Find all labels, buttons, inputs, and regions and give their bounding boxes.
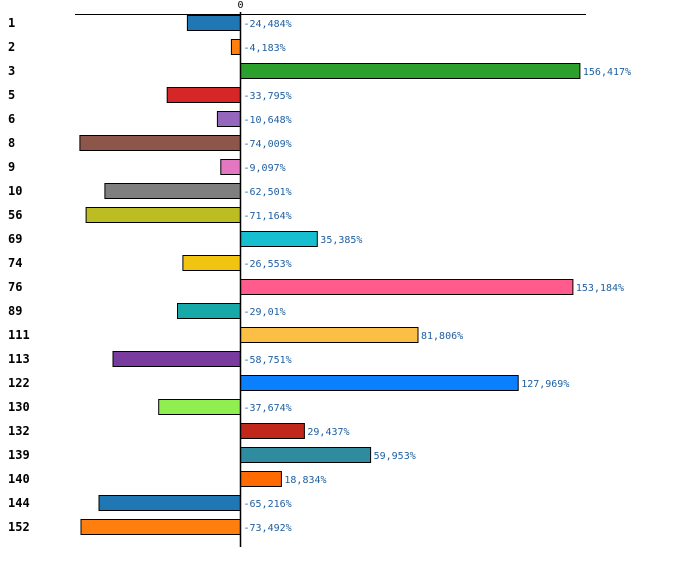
category-label-74: 74 [8,256,22,270]
category-label-152: 152 [8,520,30,534]
bar-69 [240,231,318,247]
category-label-9: 9 [8,160,15,174]
value-label-5: -33,795% [244,91,292,102]
value-label-122: 127,969% [521,379,569,390]
category-label-111: 111 [8,328,30,342]
bar-130 [158,399,241,415]
bar-56 [85,207,241,223]
category-label-6: 6 [8,112,15,126]
bar-89 [177,303,241,319]
bar-139 [240,447,372,463]
category-label-56: 56 [8,208,22,222]
category-label-10: 10 [8,184,22,198]
value-label-9: -9,097% [244,163,286,174]
labels-group: 1 -24,484% 2 -4,183% 3 156,417% 5 -33,795% 6 -10,… [8,16,631,534]
category-label-113: 113 [8,352,30,366]
bar-74 [182,255,241,271]
category-label-140: 140 [8,472,30,486]
value-label-2: -4,183% [244,43,286,54]
bar-140 [240,471,282,487]
category-label-132: 132 [8,424,30,438]
value-label-139: 59,953% [374,451,416,462]
category-label-5: 5 [8,88,15,102]
bar-2 [230,39,241,55]
category-label-8: 8 [8,136,15,150]
value-label-10: -62,501% [244,187,292,198]
value-label-152: -73,492% [244,523,292,534]
value-label-74: -26,553% [244,259,292,270]
bar-132 [240,423,305,439]
category-label-2: 2 [8,40,15,54]
bar-113 [112,351,241,367]
bars-group [79,15,581,535]
value-label-3: 156,417% [583,67,631,78]
category-label-130: 130 [8,400,30,414]
category-label-3: 3 [8,64,15,78]
bar-9 [220,159,242,175]
value-label-6: -10,648% [244,115,292,126]
bar-5 [166,87,241,103]
bar-6 [216,111,241,127]
category-label-1: 1 [8,16,15,30]
value-label-76: 153,184% [576,283,624,294]
zero-tick-label: 0 [237,0,243,11]
bar-1 [186,15,241,31]
value-label-132: 29,437% [307,427,349,438]
bar-144 [98,495,241,511]
value-label-8: -74,009% [244,139,292,150]
bar-111 [240,327,419,343]
value-label-140: 18,834% [284,475,326,486]
value-label-111: 81,806% [421,331,463,342]
value-label-113: -58,751% [244,355,292,366]
category-label-89: 89 [8,304,22,318]
value-label-69: 35,385% [320,235,362,246]
value-label-89: -29,01% [244,307,286,318]
bar-76 [240,279,574,295]
value-label-130: -37,674% [244,403,292,414]
bar-122 [240,375,519,391]
category-label-139: 139 [8,448,30,462]
category-label-144: 144 [8,496,30,510]
category-label-122: 122 [8,376,30,390]
category-label-76: 76 [8,280,22,294]
bar-10 [104,183,242,199]
value-label-56: -71,164% [244,211,292,222]
category-label-69: 69 [8,232,22,246]
bar-152 [80,519,241,535]
value-label-1: -24,484% [244,19,292,30]
bar-3 [240,63,581,79]
bar-8 [79,135,242,151]
value-label-144: -65,216% [244,499,292,510]
